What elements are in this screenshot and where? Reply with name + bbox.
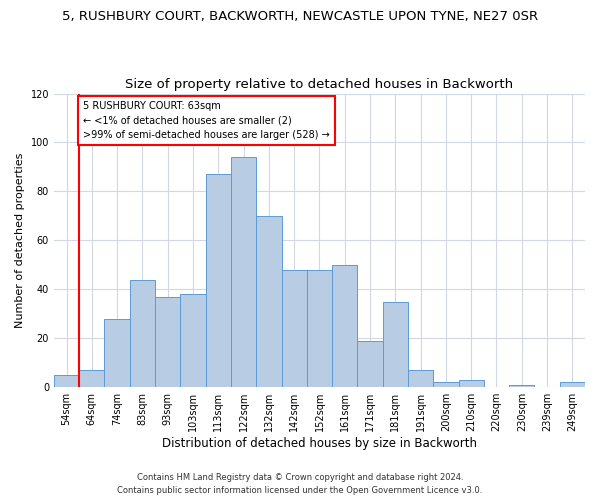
Bar <box>130 280 155 387</box>
Bar <box>281 270 307 387</box>
Bar <box>104 318 130 387</box>
Bar <box>560 382 585 387</box>
Title: Size of property relative to detached houses in Backworth: Size of property relative to detached ho… <box>125 78 514 91</box>
X-axis label: Distribution of detached houses by size in Backworth: Distribution of detached houses by size … <box>162 437 477 450</box>
Bar <box>54 375 79 387</box>
Bar <box>181 294 206 387</box>
Bar <box>509 385 535 387</box>
Bar <box>358 340 383 387</box>
Bar <box>458 380 484 387</box>
Bar <box>433 382 458 387</box>
Text: 5, RUSHBURY COURT, BACKWORTH, NEWCASTLE UPON TYNE, NE27 0SR: 5, RUSHBURY COURT, BACKWORTH, NEWCASTLE … <box>62 10 538 23</box>
Bar <box>256 216 281 387</box>
Y-axis label: Number of detached properties: Number of detached properties <box>15 152 25 328</box>
Bar <box>79 370 104 387</box>
Bar <box>206 174 231 387</box>
Bar <box>332 265 358 387</box>
Text: 5 RUSHBURY COURT: 63sqm
← <1% of detached houses are smaller (2)
>99% of semi-de: 5 RUSHBURY COURT: 63sqm ← <1% of detache… <box>83 101 330 140</box>
Bar <box>383 302 408 387</box>
Text: Contains HM Land Registry data © Crown copyright and database right 2024.
Contai: Contains HM Land Registry data © Crown c… <box>118 474 482 495</box>
Bar <box>408 370 433 387</box>
Bar <box>231 157 256 387</box>
Bar <box>155 296 181 387</box>
Bar <box>307 270 332 387</box>
